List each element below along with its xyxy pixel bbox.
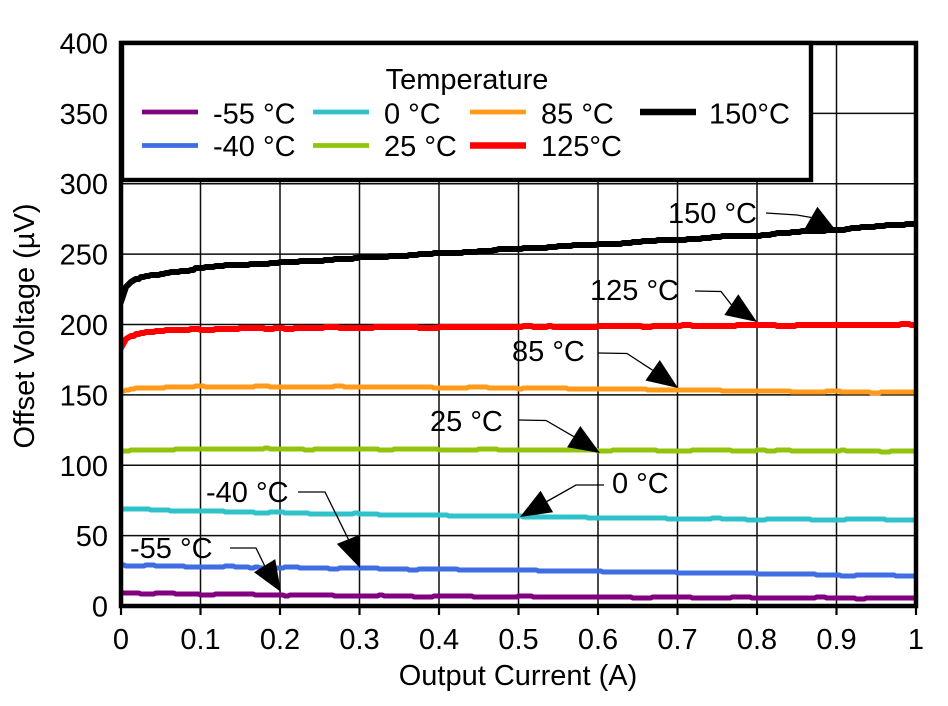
svg-text:-55 °C: -55 °C (213, 99, 296, 131)
svg-text:150 °C: 150 °C (668, 198, 757, 230)
svg-text:Temperature: Temperature (386, 64, 549, 96)
svg-text:350: 350 (60, 99, 108, 131)
svg-text:1: 1 (908, 624, 924, 656)
svg-text:0: 0 (92, 592, 108, 624)
svg-text:0.8: 0.8 (737, 624, 777, 656)
svg-text:25 °C: 25 °C (430, 406, 503, 438)
svg-text:0 °C: 0 °C (384, 99, 441, 131)
svg-text:125 °C: 125 °C (590, 275, 679, 307)
svg-text:0.2: 0.2 (260, 624, 300, 656)
svg-text:0 °C: 0 °C (612, 468, 669, 500)
svg-text:300: 300 (60, 169, 108, 201)
svg-text:200: 200 (60, 310, 108, 342)
svg-text:0.1: 0.1 (180, 624, 220, 656)
svg-text:250: 250 (60, 240, 108, 272)
svg-text:85 °C: 85 °C (541, 99, 614, 131)
svg-text:Offset Voltage (µV): Offset Voltage (µV) (9, 203, 41, 448)
svg-text:25 °C: 25 °C (384, 131, 457, 163)
svg-text:-55 °C: -55 °C (130, 533, 213, 565)
svg-text:0.4: 0.4 (419, 624, 459, 656)
svg-text:150: 150 (60, 380, 108, 412)
svg-text:-40 °C: -40 °C (213, 131, 296, 163)
svg-text:Output Current (A): Output Current (A) (399, 660, 638, 692)
svg-text:0.6: 0.6 (578, 624, 618, 656)
svg-text:100: 100 (60, 451, 108, 483)
svg-text:0.9: 0.9 (816, 624, 856, 656)
svg-text:150°C: 150°C (709, 99, 790, 131)
svg-text:0.3: 0.3 (339, 624, 379, 656)
svg-text:0.5: 0.5 (498, 624, 538, 656)
svg-text:50: 50 (76, 521, 108, 553)
svg-text:0: 0 (113, 624, 129, 656)
svg-text:125°C: 125°C (541, 131, 622, 163)
svg-text:85 °C: 85 °C (512, 336, 585, 368)
svg-text:0.7: 0.7 (657, 624, 697, 656)
svg-text:400: 400 (60, 29, 108, 61)
svg-text:-40 °C: -40 °C (206, 477, 289, 509)
